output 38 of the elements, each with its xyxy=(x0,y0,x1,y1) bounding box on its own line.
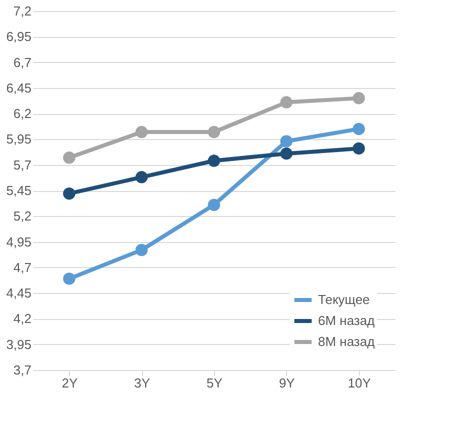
point xyxy=(63,187,76,200)
point xyxy=(135,171,148,184)
x-tick-label: 10Y xyxy=(348,376,372,390)
y-tick-label: 6,2 xyxy=(13,106,32,122)
y-tick-label: 3,95 xyxy=(6,336,32,352)
point xyxy=(208,126,220,138)
x-tick-label: 9Y xyxy=(278,376,296,390)
legend-label: Текущее xyxy=(318,292,370,307)
point xyxy=(352,142,365,155)
y-tick-label: 5,2 xyxy=(13,208,32,224)
legend-label: 6M назад xyxy=(318,313,376,328)
y-tick-label: 6,95 xyxy=(6,29,32,44)
point xyxy=(208,198,220,211)
point xyxy=(280,135,293,148)
y-tick-label: 5,95 xyxy=(6,132,32,147)
point xyxy=(352,122,365,136)
point xyxy=(352,92,365,104)
y-tick-label: 4,7 xyxy=(13,260,32,275)
y-tick-label: 4,2 xyxy=(13,311,32,326)
point xyxy=(208,154,220,167)
y-tick-label: 6,45 xyxy=(6,80,32,96)
x-tick-label: 5Y xyxy=(206,376,223,390)
y-tick-label: 7,2 xyxy=(13,4,32,18)
point xyxy=(280,147,293,160)
point xyxy=(63,152,76,164)
x-tick-label: 2Y xyxy=(62,376,78,390)
point xyxy=(280,96,293,108)
y-tick-label: 4,45 xyxy=(6,286,32,301)
point xyxy=(135,126,148,138)
x-tick-label: 3Y xyxy=(134,376,150,390)
y-tick-label: 6,7 xyxy=(13,54,32,70)
point xyxy=(135,244,148,256)
y-tick-label: 5,7 xyxy=(13,157,32,172)
y-tick-label: 5,45 xyxy=(6,183,32,198)
legend-label: 8M назад xyxy=(318,334,376,349)
point xyxy=(63,272,76,285)
y-tick-label: 4,95 xyxy=(6,234,32,250)
y-tick-label: 3,7 xyxy=(13,362,32,378)
